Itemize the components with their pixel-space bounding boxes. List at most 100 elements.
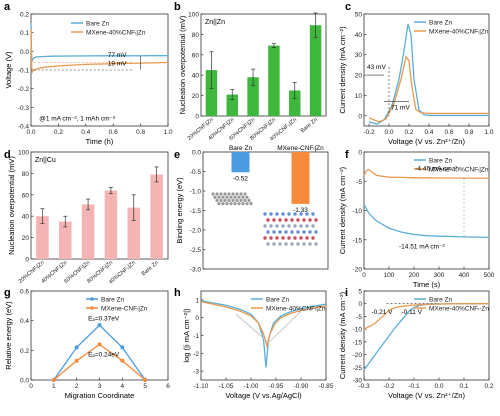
x-tick-label: 0.4 [81,129,90,136]
y-axis-label: Voltage (V) [4,51,13,89]
y-tick-label: 0.0 [20,49,29,56]
panel-label: a [4,1,11,13]
x-tick-label: 0.4 [424,129,433,136]
bar [150,174,163,259]
y-tick-label: -15 [353,339,363,346]
x-tick-label: 400 [459,272,470,279]
panel-label: f [345,149,349,161]
plot-frame [30,290,169,381]
atom [272,230,276,234]
x-tick-label: 300 [434,272,445,279]
bar [36,216,49,259]
x-tick-label: -0.1 [408,383,420,390]
series-line-1 [363,303,489,330]
y-tick-label: 60 [192,52,200,59]
atom [278,242,282,246]
x-tick-label: 1.0 [163,129,172,136]
x-tick-label: 0 [362,272,366,279]
atom [215,198,219,202]
atom [233,202,237,206]
x-tick-label: -1.00 [244,383,259,390]
atom [293,212,297,216]
bar [104,190,118,259]
atom [311,236,315,240]
y-tick-label: 0.2 [20,348,29,355]
y-tick-label: -0.5 [190,169,202,176]
atom [239,198,243,202]
atom [305,224,309,228]
atom [272,218,276,222]
series-line-1 [363,168,489,179]
x-axis-label: Migration Coordinate [65,391,135,400]
atom [308,218,312,222]
x-tick-label: 0.0 [26,129,35,136]
y-tick-label: 0 [25,257,29,264]
y-axis-label: Binding energy (eV) [175,177,184,244]
x-tick-label: -1.10 [194,383,209,390]
legend-entry: Bare Zn [101,297,125,304]
atom [263,236,267,240]
panel-subtitle: Zn||Zn [205,19,225,26]
y-tick-label: 20 [22,235,30,242]
x-axis-label: Voltage (V vs.Ag/AgCl) [225,391,302,400]
series-line-1 [30,28,169,74]
plot-frame [200,13,327,117]
bar [231,152,250,173]
series-line-0 [200,300,327,368]
atom [237,195,241,199]
y-tick-label: -5 [356,179,362,186]
atom [296,230,300,234]
y-tick-label: -10 [353,327,363,334]
y-tick-label: 1 [195,297,199,304]
atom [217,202,221,206]
plot-frame [363,13,490,127]
x-tick-label: -0.85 [319,383,334,390]
y-tick-label: 0 [195,114,199,121]
atom [227,192,231,196]
series-line-1 [200,301,327,349]
atom [284,242,288,246]
data-point [120,345,125,350]
category-label: MXene-CNFₗ|Zn [277,145,324,152]
x-tick-label: 0 [29,383,33,390]
category-label: Bare Zn [300,117,319,134]
y-axis-label: Relative energy (eV) [4,301,13,370]
atom [239,192,243,196]
series-line-1 [53,343,146,381]
x-tick-label: 5 [143,383,147,390]
atom [235,192,239,196]
y-tick-label: 40 [192,73,200,80]
atom [231,192,235,196]
y-tick-label: 0 [358,113,362,120]
atom [237,202,241,206]
y-axis-label: Current density (mA cm⁻²) [338,291,347,379]
bar [309,25,322,116]
atom [219,192,223,196]
panel-h: h -3 -2 -1 0 1 -1.10 -1.05 -1.00 -0.95 -0.90 -0.85 V… [174,287,334,400]
atom [299,236,303,240]
atom [302,218,306,222]
legend-entry: Bare Zn [429,20,453,27]
legend-entry: Bare Zn [266,297,290,304]
data-point [74,345,79,350]
panel-label: d [4,149,11,161]
atom [241,195,245,199]
x-tick-label: 6 [166,383,170,390]
atom [243,192,247,196]
panel-i: i -30 -25 -20 -15 -10 -5 0 5 -0.3 -0.2 -0.1 0.0 0.1 0.… [338,287,494,400]
x-tick-label: 4 [121,383,125,390]
x-tick-label: 500 [484,272,495,279]
panel-c: c 0 10 20 30 40 50 -0.2 0.0 0.2 0.4 0.6 0.8 1.0 Voltag… [338,1,494,146]
annotation: -4.46 mA cm⁻² [415,166,458,173]
atom [305,212,309,216]
atom [302,242,306,246]
x-tick-label: -0.3 [358,383,370,390]
y-tick-label: -1 [193,333,199,340]
annotation: Eₐ=0.24eV [88,351,120,358]
y-tick-label: -15 [353,237,363,244]
atom [225,202,229,206]
atom [278,230,282,234]
x-tick-label: 0.8 [136,129,145,136]
series-line-1 [368,55,489,123]
x-tick-label: 0.1 [459,383,468,390]
